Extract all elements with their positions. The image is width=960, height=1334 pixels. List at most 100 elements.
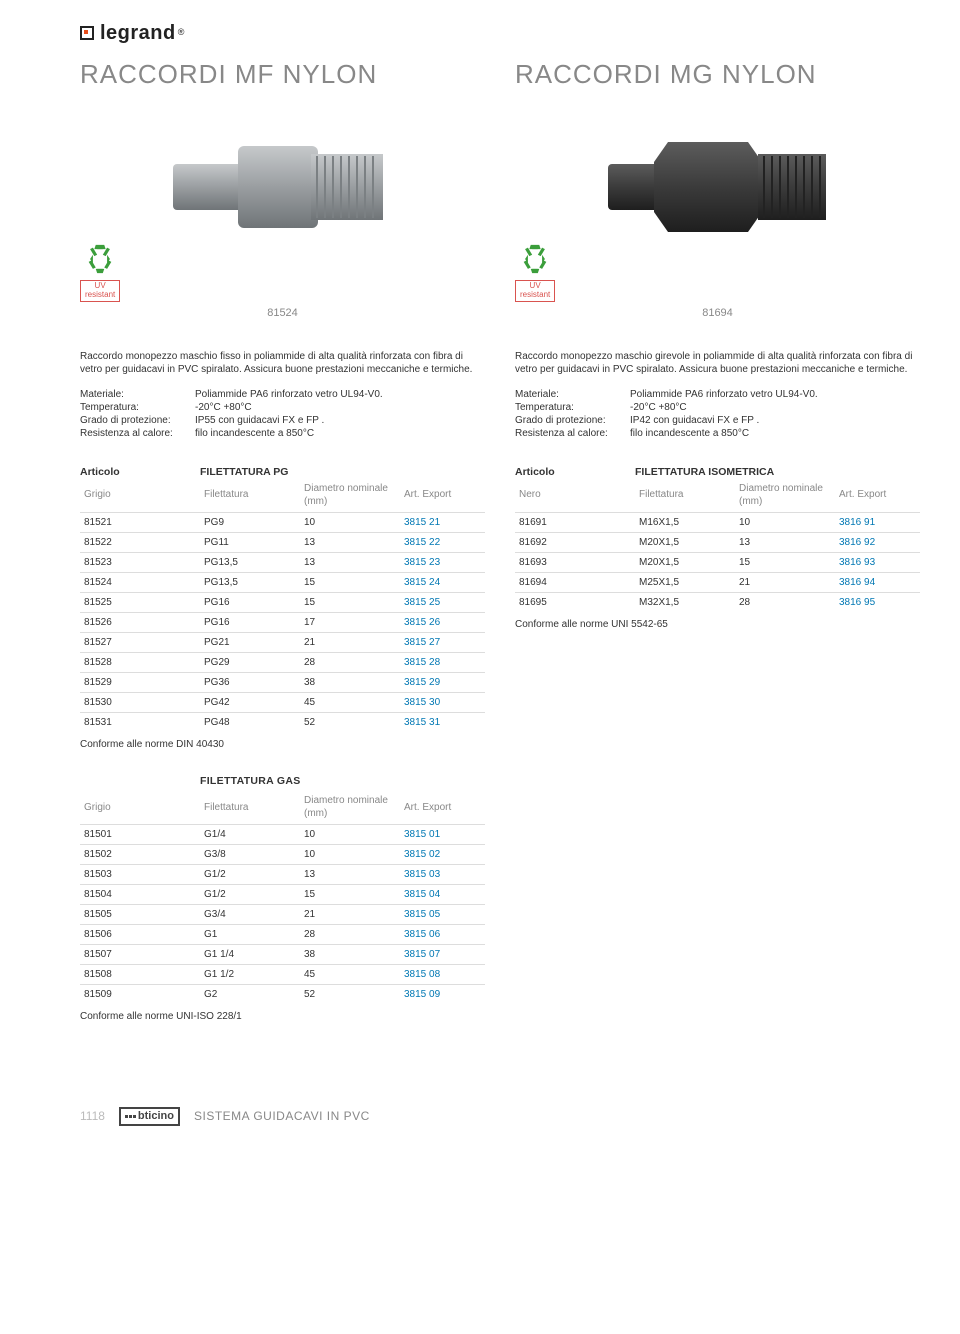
cell-articolo: 81503	[80, 865, 200, 885]
cell-export: 3815 26	[400, 612, 485, 632]
cell-filettatura: M20X1,5	[635, 552, 735, 572]
spec-right-materiale: Poliammide PA6 rinforzato vetro UL94-V0.	[630, 388, 818, 401]
cell-filettatura: PG16	[200, 612, 300, 632]
cell-diametro: 13	[735, 532, 835, 552]
cell-export: 3815 01	[400, 825, 485, 845]
th-filettatura: Filettatura	[635, 480, 735, 513]
table-iso-title: FILETTATURA ISOMETRICA	[635, 466, 774, 480]
cell-diametro: 13	[300, 865, 400, 885]
table-row: 81527PG21213815 27	[80, 632, 485, 652]
product-left-image	[133, 102, 433, 272]
page-title-left: RACCORDI MF NYLON	[80, 58, 485, 92]
cell-articolo: 81522	[80, 532, 200, 552]
description-right: Raccordo monopezzo maschio girevole in p…	[515, 350, 920, 376]
table-row: 81506G1283815 06	[80, 925, 485, 945]
cell-articolo: 81695	[515, 592, 635, 612]
cell-export: 3815 31	[400, 712, 485, 732]
cell-filettatura: G1/2	[200, 885, 300, 905]
cell-export: 3815 09	[400, 985, 485, 1005]
cell-export: 3815 03	[400, 865, 485, 885]
cell-articolo: 81530	[80, 692, 200, 712]
spec-lbl-grado: Grado di protezione:	[515, 414, 630, 427]
cell-diametro: 38	[300, 672, 400, 692]
cell-export: 3815 05	[400, 905, 485, 925]
table-row: 81504G1/2153815 04	[80, 885, 485, 905]
cell-filettatura: G1	[200, 925, 300, 945]
product-right-image	[568, 102, 868, 272]
cell-export: 3815 22	[400, 532, 485, 552]
cell-filettatura: PG48	[200, 712, 300, 732]
table-row: 81523PG13,5133815 23	[80, 552, 485, 572]
cell-filettatura: PG11	[200, 532, 300, 552]
cell-articolo: 81529	[80, 672, 200, 692]
uv-resistant-badge: UV resistant	[515, 280, 555, 302]
spec-lbl-materiale: Materiale:	[515, 388, 630, 401]
cell-articolo: 81527	[80, 632, 200, 652]
table-iso: Articolo FILETTATURA ISOMETRICA Nero Fil…	[515, 466, 920, 631]
table-row: 81529PG36383815 29	[80, 672, 485, 692]
spec-left-materiale: Poliammide PA6 rinforzato vetro UL94-V0.	[195, 388, 383, 401]
product-left-ref: 81524	[80, 306, 485, 320]
cell-export: 3815 02	[400, 845, 485, 865]
spec-right-temp: -20°C +80°C	[630, 401, 687, 414]
cell-export: 3815 30	[400, 692, 485, 712]
table-row: 81692M20X1,5133816 92	[515, 532, 920, 552]
cell-filettatura: G3/8	[200, 845, 300, 865]
table-row: 81509G2523815 09	[80, 985, 485, 1005]
table-gas-title: FILETTATURA GAS	[200, 775, 485, 789]
cell-export: 3815 07	[400, 945, 485, 965]
spec-left-res: filo incandescente a 850°C	[195, 427, 314, 440]
brand-logo: legrand ®	[80, 20, 920, 46]
table-row: 81525PG16153815 25	[80, 592, 485, 612]
cell-articolo: 81692	[515, 532, 635, 552]
table-row: 81521PG9103815 21	[80, 512, 485, 532]
cell-filettatura: PG36	[200, 672, 300, 692]
cell-export: 3815 04	[400, 885, 485, 905]
th-articolo: Articolo	[515, 466, 635, 480]
th-diametro: Diametro nominale (mm)	[300, 792, 400, 825]
cell-diametro: 13	[300, 532, 400, 552]
page-footer: 1118 bticino SISTEMA GUIDACAVI IN PVC	[80, 1107, 920, 1125]
cell-filettatura: M20X1,5	[635, 532, 735, 552]
cell-articolo: 81523	[80, 552, 200, 572]
spec-lbl-res: Resistenza al calore:	[515, 427, 630, 440]
cell-filettatura: G1 1/2	[200, 965, 300, 985]
cell-diametro: 15	[300, 572, 400, 592]
cell-filettatura: PG29	[200, 652, 300, 672]
spec-right-grado: IP42 con guidacavi FX e FP .	[630, 414, 759, 427]
cell-articolo: 81531	[80, 712, 200, 732]
cell-filettatura: PG16	[200, 592, 300, 612]
table-row: 81501G1/4103815 01	[80, 825, 485, 845]
table-row: 81505G3/4213815 05	[80, 905, 485, 925]
table-gas-note: Conforme alle norme UNI-ISO 228/1	[80, 1010, 485, 1023]
cell-diametro: 15	[735, 552, 835, 572]
cell-filettatura: PG13,5	[200, 552, 300, 572]
cell-export: 3816 91	[835, 512, 920, 532]
th-export: Art. Export	[400, 480, 485, 513]
product-right: UV resistant 81694	[515, 102, 920, 320]
table-row: 81503G1/2133815 03	[80, 865, 485, 885]
table-row: 81530PG42453815 30	[80, 692, 485, 712]
cell-filettatura: M16X1,5	[635, 512, 735, 532]
th-export: Art. Export	[835, 480, 920, 513]
table-pg-note: Conforme alle norme DIN 40430	[80, 738, 485, 751]
th-export: Art. Export	[400, 792, 485, 825]
cell-diametro: 10	[735, 512, 835, 532]
description-left: Raccordo monopezzo maschio fisso in poli…	[80, 350, 485, 376]
th-diametro: Diametro nominale (mm)	[300, 480, 400, 513]
cell-filettatura: G1/2	[200, 865, 300, 885]
table-row: 81502G3/8103815 02	[80, 845, 485, 865]
cell-diametro: 28	[300, 925, 400, 945]
footer-section: SISTEMA GUIDACAVI IN PVC	[194, 1109, 370, 1125]
spec-right-res: filo incandescente a 850°C	[630, 427, 749, 440]
cell-export: 3815 25	[400, 592, 485, 612]
cell-export: 3816 94	[835, 572, 920, 592]
cell-articolo: 81509	[80, 985, 200, 1005]
th-grigio: Grigio	[80, 480, 200, 513]
cell-articolo: 81691	[515, 512, 635, 532]
cell-articolo: 81505	[80, 905, 200, 925]
cell-filettatura: M32X1,5	[635, 592, 735, 612]
cell-articolo: 81507	[80, 945, 200, 965]
th-nero: Nero	[515, 480, 635, 513]
cell-diametro: 45	[300, 692, 400, 712]
